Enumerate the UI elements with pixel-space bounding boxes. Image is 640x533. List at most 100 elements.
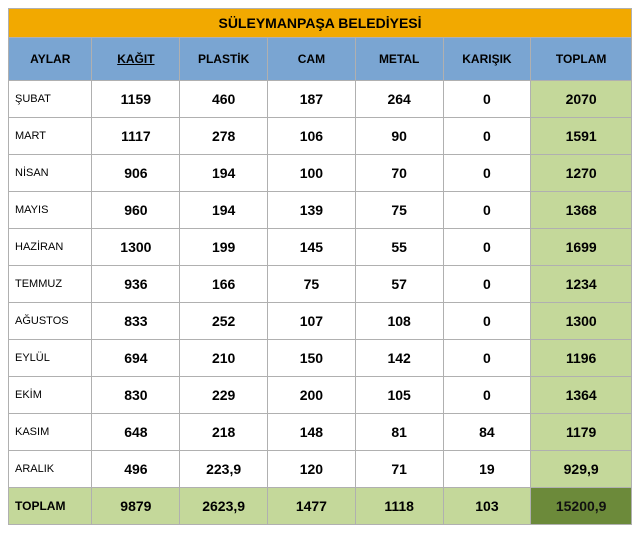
cell-plastik: 252	[180, 303, 268, 340]
cell-plastik: 194	[180, 192, 268, 229]
cell-cam: 200	[268, 377, 356, 414]
cell-toplam: 1368	[531, 192, 632, 229]
cell-plastik: 166	[180, 266, 268, 303]
month-cell: EKİM	[9, 377, 92, 414]
cell-cam: 148	[268, 414, 356, 451]
cell-metal: 264	[355, 81, 443, 118]
cell-cam: 139	[268, 192, 356, 229]
cell-toplam: 1270	[531, 155, 632, 192]
cell-plastik: 194	[180, 155, 268, 192]
recycling-table: SÜLEYMANPAŞA BELEDİYESİAYLARKAĞITPLASTİK…	[8, 8, 632, 525]
cell-cam: 100	[268, 155, 356, 192]
table-row: TEMMUZ936166755701234	[9, 266, 632, 303]
col-header-toplam: TOPLAM	[531, 38, 632, 81]
cell-toplam: 1179	[531, 414, 632, 451]
cell-toplam: 929,9	[531, 451, 632, 488]
cell-toplam: 1234	[531, 266, 632, 303]
cell-karisik: 0	[443, 155, 531, 192]
table-row: ŞUBAT115946018726402070	[9, 81, 632, 118]
month-cell: ARALIK	[9, 451, 92, 488]
cell-cam: 107	[268, 303, 356, 340]
cell-metal: 108	[355, 303, 443, 340]
totals-label: TOPLAM	[9, 488, 92, 525]
cell-karisik: 84	[443, 414, 531, 451]
cell-metal: 71	[355, 451, 443, 488]
cell-toplam: 1591	[531, 118, 632, 155]
table-title: SÜLEYMANPAŞA BELEDİYESİ	[9, 9, 632, 38]
col-header-metal: METAL	[355, 38, 443, 81]
month-cell: MART	[9, 118, 92, 155]
table-row: MAYIS9601941397501368	[9, 192, 632, 229]
cell-kagit: 1159	[92, 81, 180, 118]
table-row: NİSAN9061941007001270	[9, 155, 632, 192]
cell-plastik: 199	[180, 229, 268, 266]
cell-toplam: 1699	[531, 229, 632, 266]
cell-toplam: 1364	[531, 377, 632, 414]
cell-karisik: 0	[443, 192, 531, 229]
cell-karisik: 0	[443, 266, 531, 303]
cell-metal: 75	[355, 192, 443, 229]
cell-karisik: 0	[443, 377, 531, 414]
cell-metal: 105	[355, 377, 443, 414]
cell-cam: 106	[268, 118, 356, 155]
totals-toplam: 15200,9	[531, 488, 632, 525]
cell-cam: 75	[268, 266, 356, 303]
month-cell: KASIM	[9, 414, 92, 451]
month-cell: HAZİRAN	[9, 229, 92, 266]
cell-kagit: 830	[92, 377, 180, 414]
cell-karisik: 0	[443, 81, 531, 118]
totals-cam: 1477	[268, 488, 356, 525]
cell-kagit: 496	[92, 451, 180, 488]
month-cell: AĞUSTOS	[9, 303, 92, 340]
cell-plastik: 460	[180, 81, 268, 118]
month-cell: ŞUBAT	[9, 81, 92, 118]
cell-kagit: 960	[92, 192, 180, 229]
month-cell: TEMMUZ	[9, 266, 92, 303]
col-header-karisik: KARIŞIK	[443, 38, 531, 81]
cell-toplam: 1196	[531, 340, 632, 377]
recycling-table-container: SÜLEYMANPAŞA BELEDİYESİAYLARKAĞITPLASTİK…	[8, 8, 632, 525]
cell-metal: 57	[355, 266, 443, 303]
cell-metal: 90	[355, 118, 443, 155]
table-row: EYLÜL69421015014201196	[9, 340, 632, 377]
table-row: KASIM64821814881841179	[9, 414, 632, 451]
cell-plastik: 223,9	[180, 451, 268, 488]
table-row: AĞUSTOS83325210710801300	[9, 303, 632, 340]
cell-metal: 142	[355, 340, 443, 377]
month-cell: MAYIS	[9, 192, 92, 229]
totals-metal: 1118	[355, 488, 443, 525]
cell-toplam: 2070	[531, 81, 632, 118]
cell-toplam: 1300	[531, 303, 632, 340]
title-row: SÜLEYMANPAŞA BELEDİYESİ	[9, 9, 632, 38]
cell-karisik: 0	[443, 303, 531, 340]
cell-karisik: 0	[443, 340, 531, 377]
totals-plastik: 2623,9	[180, 488, 268, 525]
col-header-plastik: PLASTİK	[180, 38, 268, 81]
cell-plastik: 278	[180, 118, 268, 155]
table-row: EKİM83022920010501364	[9, 377, 632, 414]
header-row: AYLARKAĞITPLASTİKCAMMETALKARIŞIKTOPLAM	[9, 38, 632, 81]
cell-kagit: 648	[92, 414, 180, 451]
col-header-cam: CAM	[268, 38, 356, 81]
cell-karisik: 19	[443, 451, 531, 488]
cell-cam: 145	[268, 229, 356, 266]
totals-kagit: 9879	[92, 488, 180, 525]
cell-metal: 55	[355, 229, 443, 266]
cell-metal: 81	[355, 414, 443, 451]
table-row: ARALIK496223,91207119929,9	[9, 451, 632, 488]
cell-kagit: 833	[92, 303, 180, 340]
cell-cam: 187	[268, 81, 356, 118]
month-cell: EYLÜL	[9, 340, 92, 377]
cell-kagit: 1300	[92, 229, 180, 266]
cell-plastik: 218	[180, 414, 268, 451]
table-row: HAZİRAN13001991455501699	[9, 229, 632, 266]
month-cell: NİSAN	[9, 155, 92, 192]
col-header-month: AYLAR	[9, 38, 92, 81]
cell-cam: 150	[268, 340, 356, 377]
cell-cam: 120	[268, 451, 356, 488]
cell-kagit: 694	[92, 340, 180, 377]
cell-karisik: 0	[443, 118, 531, 155]
totals-karisik: 103	[443, 488, 531, 525]
col-header-kagit: KAĞIT	[92, 38, 180, 81]
cell-karisik: 0	[443, 229, 531, 266]
